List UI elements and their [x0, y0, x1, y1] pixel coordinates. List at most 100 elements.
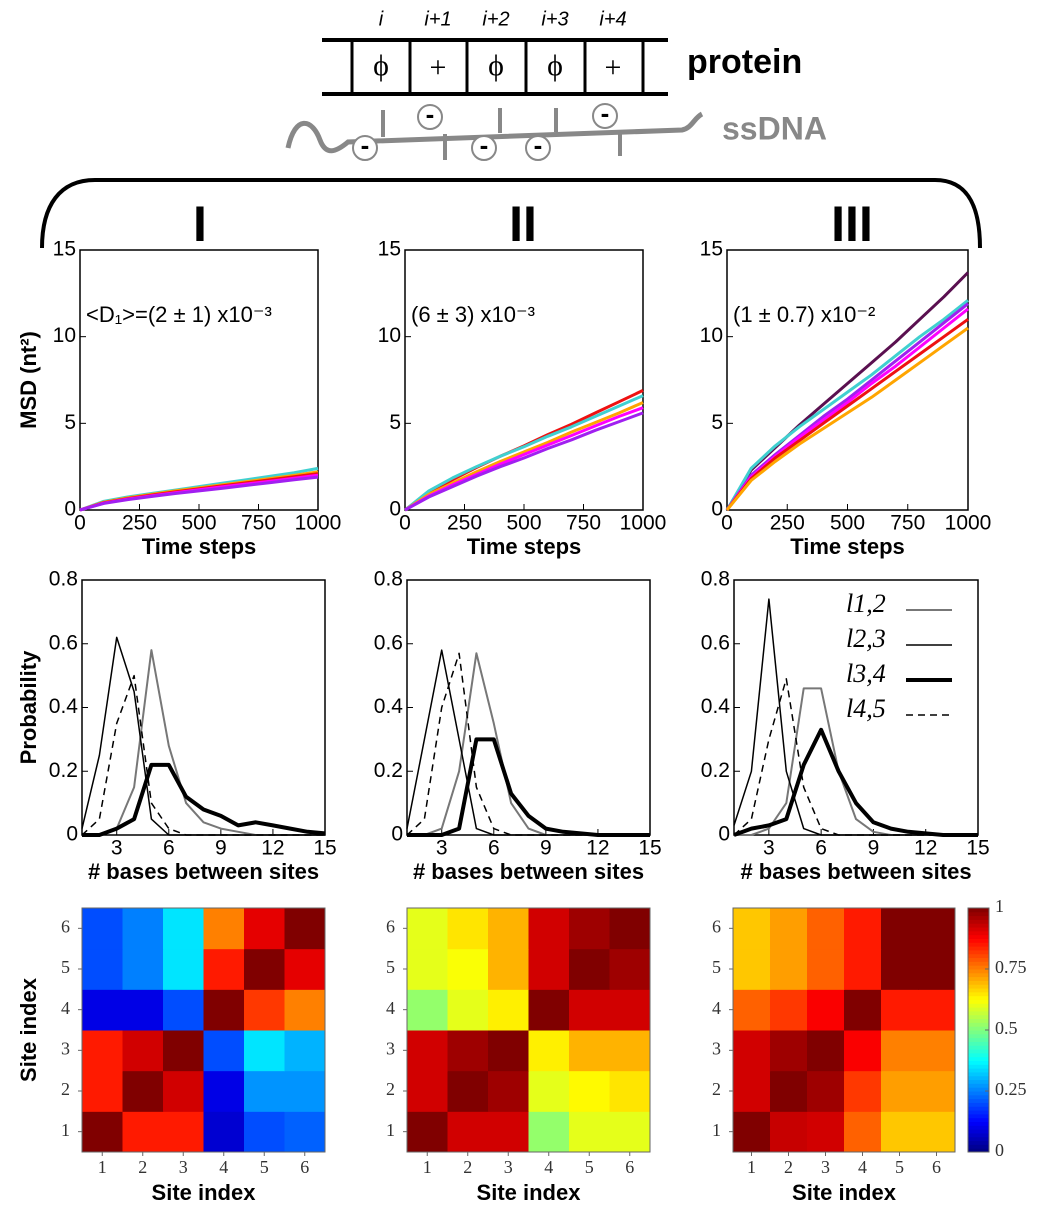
heatmap-cell: [807, 1070, 845, 1112]
heatmap-cell: [488, 989, 529, 1031]
y-tick-label: 0.6: [701, 631, 730, 654]
heatmap-cell: [807, 1030, 845, 1072]
x-tick-label: 1000: [620, 512, 667, 535]
heatmap-cell: [203, 989, 245, 1031]
heatmap-cell: [488, 1030, 529, 1072]
x-tick-label: 12: [261, 837, 284, 860]
x-tick-label: 1: [747, 1157, 756, 1177]
x-tick-label: 9: [540, 837, 552, 860]
y-tick-label: 1: [386, 1120, 395, 1140]
heatmap-cell: [844, 1070, 882, 1112]
x-axis-label: # bases between sites: [88, 859, 319, 884]
plot-frame: [81, 579, 326, 836]
colorbar-step: [968, 911, 989, 917]
heatmap-cell: [844, 1030, 882, 1072]
x-tick-label: 250: [770, 512, 805, 535]
colorbar-step: [968, 999, 989, 1004]
y-tick-label: 5: [64, 411, 76, 434]
y-tick-label: 0.8: [374, 568, 403, 591]
x-tick-label: 250: [122, 512, 157, 535]
series-line: [725, 326, 969, 511]
plot-frame: [81, 907, 326, 1153]
heatmap-cell: [918, 1030, 956, 1072]
x-tick-label: 0: [399, 512, 411, 535]
colorbar-tick-label: 0.5: [995, 1018, 1018, 1038]
heatmap-cell: [82, 1111, 123, 1153]
colorbar-step: [968, 938, 989, 943]
colorbar-step: [968, 1129, 989, 1134]
colorbar-step: [968, 965, 989, 970]
y-tick-label: 15: [378, 238, 401, 261]
heatmap-cell: [807, 989, 845, 1031]
charge-circle: [417, 104, 443, 130]
colorbar-step: [968, 1079, 989, 1084]
heatmap-cell: [488, 908, 529, 950]
colorbar-step: [968, 919, 989, 924]
heatmap-cell: [284, 1070, 326, 1112]
x-tick-label: 2: [784, 1157, 793, 1177]
colorbar-step: [968, 988, 989, 993]
colorbar-step: [968, 1068, 989, 1073]
x-tick-label: 500: [830, 512, 865, 535]
heatmap-cell: [122, 1111, 164, 1153]
annotation: <D₁>=(2 ± 1) x10⁻³: [86, 302, 272, 327]
heatmap-cell: [807, 1111, 845, 1153]
colorbar-step: [968, 1113, 989, 1119]
charge-circle: [525, 135, 551, 161]
series-line: [407, 737, 650, 837]
heatmap-cell: [244, 989, 285, 1031]
y-tick-label: 10: [700, 324, 723, 347]
y-tick-label: 5: [711, 411, 723, 434]
heatmap-cell: [770, 1030, 808, 1072]
y-tick-label: 5: [389, 411, 401, 434]
colorbar-step: [968, 1087, 989, 1092]
y-tick-label: 0: [711, 498, 723, 521]
colorbar-step: [968, 984, 989, 989]
residue: +: [605, 51, 622, 84]
heatmap-cell: [407, 1111, 448, 1153]
heatmap-cell: [447, 1111, 489, 1153]
y-tick-label: 3: [386, 1038, 395, 1058]
x-tick-label: 15: [966, 837, 989, 860]
bracket: [40, 178, 982, 249]
residue: ϕ: [488, 49, 504, 82]
colorbar-step: [968, 1010, 989, 1016]
y-tick-label: 5: [386, 957, 395, 977]
y-tick-label: 0.4: [374, 695, 404, 718]
heatmap-cell: [918, 1111, 956, 1153]
colorbar-tick-label: 0: [995, 1140, 1004, 1160]
heatmap-cell: [528, 1111, 570, 1153]
position-label: i: [379, 8, 384, 30]
heatmap-cell: [918, 908, 956, 950]
x-tick-label: 5: [895, 1157, 904, 1177]
colorbar-step: [968, 1125, 989, 1130]
y-tick-label: 2: [712, 1079, 721, 1099]
heatmap-cell: [163, 948, 204, 990]
colorbar-step: [968, 1022, 989, 1027]
heatmap-cell: [203, 1030, 245, 1072]
colorbar-tick-label: 1: [995, 896, 1004, 916]
y-tick-label: 10: [378, 324, 401, 347]
series-line: [733, 678, 978, 836]
x-tick-label: 15: [313, 837, 336, 860]
x-tick-label: 4: [544, 1157, 553, 1177]
colorbar-step: [968, 1148, 989, 1153]
x-tick-label: 750: [890, 512, 925, 535]
heatmap-cell: [844, 1111, 882, 1153]
colorbar-step: [968, 1007, 989, 1012]
protein-diagram: i i+1 i+2 i+3 i+4 ϕ + ϕ ϕ + protein: [40, 8, 982, 252]
heatmap-cell: [163, 989, 204, 1031]
heatmap-cell: [244, 948, 285, 990]
y-tick-label: 15: [53, 238, 76, 261]
heatmap-cell: [407, 989, 448, 1031]
colorbar-tick-label: 0.75: [995, 957, 1027, 977]
heatmap-cell: [244, 1030, 285, 1072]
colorbar-step: [968, 1037, 989, 1042]
x-axis-label: Site index: [152, 1180, 257, 1205]
y-tick-label: 0.2: [701, 759, 730, 782]
y-tick-label: 4: [712, 998, 721, 1018]
panel-label: II: [509, 196, 537, 252]
heatmap-cell: [203, 1070, 245, 1112]
x-tick-label: 6: [488, 837, 500, 860]
y-tick-label: 0.4: [49, 695, 79, 718]
